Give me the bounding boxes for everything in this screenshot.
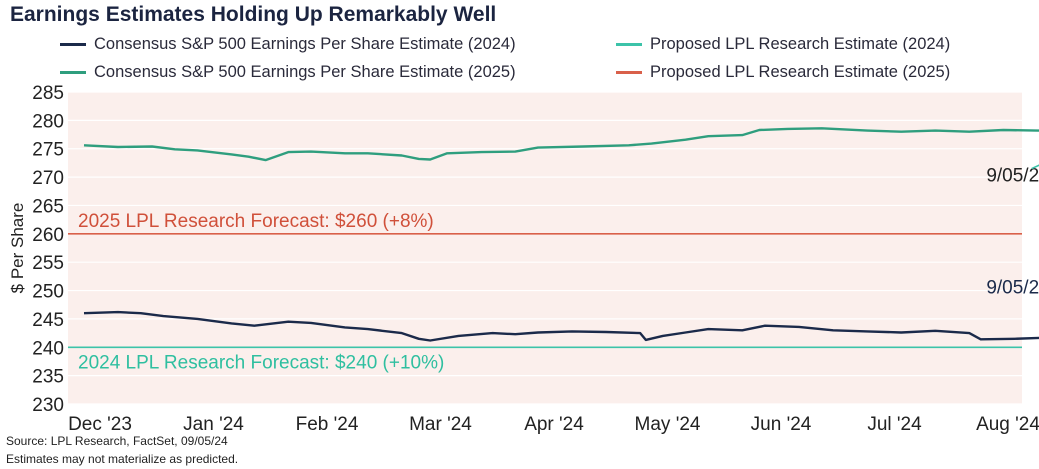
x-tick-label: Mar '24: [409, 414, 472, 435]
y-tick-label: 285: [32, 83, 64, 104]
y-tick-label: 275: [32, 140, 64, 161]
x-tick-label: May '24: [635, 414, 701, 435]
y-tick-label: 255: [32, 253, 64, 274]
chart-title: Earnings Estimates Holding Up Remarkably…: [10, 3, 497, 26]
legend-item-lpl-2024: Proposed LPL Research Estimate (2024): [616, 35, 950, 54]
legend-swatch: [616, 43, 642, 46]
x-tick-label: Dec '23: [68, 414, 132, 435]
series-line-0: [83, 310, 1039, 342]
legend-item-consensus-2025: Consensus S&P 500 Earnings Per Share Est…: [60, 63, 516, 82]
annotation-text-1: 9/05/24: $243: [986, 278, 1039, 299]
y-tick-label: 270: [32, 168, 64, 189]
series-line-2: [83, 127, 1039, 162]
annotation-text-3: 2024 LPL Research Forecast: $240 (+10%): [78, 352, 444, 373]
y-tick-label: 250: [32, 282, 64, 303]
annotation-text-2: 2025 LPL Research Forecast: $260 (+8%): [78, 211, 434, 232]
legend-label: Proposed LPL Research Estimate (2025): [650, 63, 951, 81]
y-tick-label: 230: [32, 395, 64, 416]
y-tick-label: 265: [32, 196, 64, 217]
y-tick-label: 280: [32, 111, 64, 132]
legend-label: Proposed LPL Research Estimate (2024): [650, 35, 951, 53]
disclaimer-note: Estimates may not materialize as predict…: [6, 452, 239, 466]
y-tick-label: 260: [32, 225, 64, 246]
legend-item-consensus-2024: Consensus S&P 500 Earnings Per Share Est…: [60, 35, 516, 54]
plot-area: [68, 92, 1022, 404]
legend: Consensus S&P 500 Earnings Per Share Est…: [60, 35, 1030, 91]
y-tick-label: 235: [32, 367, 64, 388]
source-note: Source: LPL Research, FactSet, 09/05/24: [6, 434, 228, 448]
y-tick-label: 245: [32, 310, 64, 331]
legend-swatch: [616, 71, 642, 74]
x-tick-label: Feb '24: [296, 414, 359, 435]
x-tick-label: Jul '24: [867, 414, 922, 435]
legend-label: Consensus S&P 500 Earnings Per Share Est…: [94, 35, 516, 53]
y-axis-label: $ Per Share: [8, 203, 27, 294]
y-tick-label: 240: [32, 338, 64, 359]
x-tick-label: Jan '24: [183, 414, 244, 435]
annotation-text-0: 9/05/24: $278: [986, 165, 1039, 186]
x-tick-label: Jun '24: [751, 414, 812, 435]
legend-label: Consensus S&P 500 Earnings Per Share Est…: [94, 63, 516, 81]
x-tick-label: Apr '24: [524, 414, 584, 435]
legend-swatch: [60, 43, 86, 46]
legend-item-lpl-2025: Proposed LPL Research Estimate (2025): [616, 63, 950, 82]
x-tick-label: Aug '24: [976, 414, 1039, 435]
legend-swatch: [60, 71, 86, 74]
